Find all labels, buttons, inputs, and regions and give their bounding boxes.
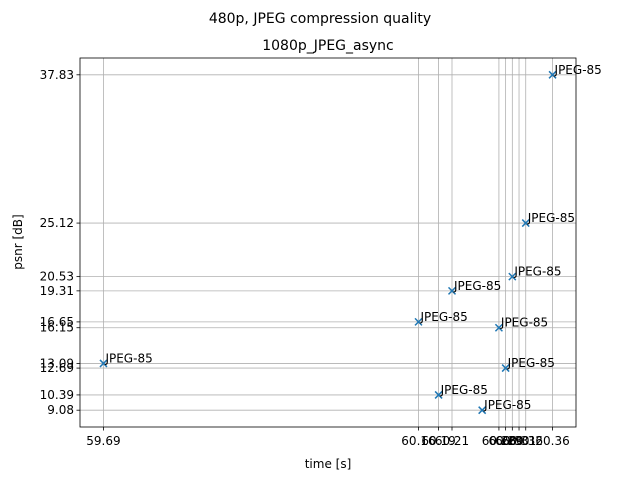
- x-axis-label: time [s]: [305, 457, 352, 471]
- data-point-label-2: JPEG-85: [440, 383, 488, 397]
- point-marker-stroke-b: [99, 359, 108, 368]
- x-tick-label-8: 60.32: [509, 434, 543, 448]
- data-point-6: JPEG-85: [501, 356, 555, 373]
- chart-title: 1080p_JPEG_async: [262, 38, 394, 54]
- data-point-7: JPEG-85: [508, 265, 562, 281]
- point-marker-stroke-b: [548, 70, 557, 79]
- point-marker-stroke-b: [501, 364, 510, 373]
- point-marker-stroke-b: [521, 219, 530, 228]
- x-tick-label-9: 60.36: [535, 434, 569, 448]
- x-tick-label-1: 60.16: [401, 434, 435, 448]
- x-tick-label-5: 60.29: [488, 434, 522, 448]
- data-point-label-5: JPEG-85: [500, 316, 548, 330]
- data-point-label-7: JPEG-85: [513, 265, 561, 279]
- data-points: JPEG-85JPEG-85JPEG-85JPEG-85JPEG-85JPEG-…: [99, 63, 602, 415]
- data-point-3: JPEG-85: [447, 279, 501, 295]
- data-point-label-1: JPEG-85: [419, 310, 467, 324]
- data-point-label-3: JPEG-85: [453, 279, 501, 293]
- data-point-label-9: JPEG-85: [554, 63, 602, 77]
- y-tick-label-2: 12.69: [40, 361, 74, 375]
- data-point-label-6: JPEG-85: [507, 356, 555, 370]
- x-tick-label-7: 60.31: [502, 434, 536, 448]
- data-point-9: JPEG-85: [548, 63, 602, 79]
- data-point-8: JPEG-85: [521, 211, 575, 228]
- y-tick-label-0: 9.08: [47, 403, 74, 417]
- point-marker-stroke-b: [447, 286, 457, 295]
- data-point-1: JPEG-85: [414, 310, 468, 326]
- y-tick-label-6: 19.31: [40, 284, 74, 298]
- data-point-0: JPEG-85: [99, 351, 153, 368]
- y-axis-label: psnr [dB]: [11, 214, 25, 269]
- y-tick-label-9: 37.83: [40, 68, 74, 82]
- grid-lines: [80, 58, 576, 427]
- x-tick-label-2: 60.19: [421, 434, 455, 448]
- x-tick-label-0: 59.69: [86, 434, 120, 448]
- data-point-label-4: JPEG-85: [483, 398, 531, 412]
- data-point-5: JPEG-85: [494, 316, 548, 332]
- data-point-4: JPEG-85: [478, 398, 531, 415]
- chart-suptitle: 480p, JPEG compression quality: [209, 11, 431, 27]
- y-tick-label-4: 16.15: [40, 321, 74, 335]
- y-tick-label-1: 10.39: [40, 388, 74, 402]
- point-marker-stroke-b: [414, 317, 423, 326]
- point-marker-stroke-b: [494, 323, 503, 332]
- x-tick-label-4: 60.28: [482, 434, 516, 448]
- point-marker-stroke-b: [434, 390, 443, 399]
- plot-area-frame: [79, 57, 577, 428]
- y-tick-label-5: 16.65: [40, 315, 74, 329]
- data-point-2: JPEG-85: [434, 383, 488, 399]
- point-marker-stroke-b: [478, 406, 487, 415]
- data-point-label-0: JPEG-85: [104, 351, 152, 365]
- y-tick-label-7: 20.53: [40, 270, 74, 284]
- y-tick-label-3: 13.09: [40, 356, 74, 370]
- x-tick-label-6: 60.30: [495, 434, 529, 448]
- x-tick-label-3: 60.21: [435, 434, 469, 448]
- y-tick-label-8: 25.12: [40, 216, 74, 230]
- point-marker-stroke-b: [508, 272, 517, 281]
- data-point-label-8: JPEG-85: [527, 211, 575, 225]
